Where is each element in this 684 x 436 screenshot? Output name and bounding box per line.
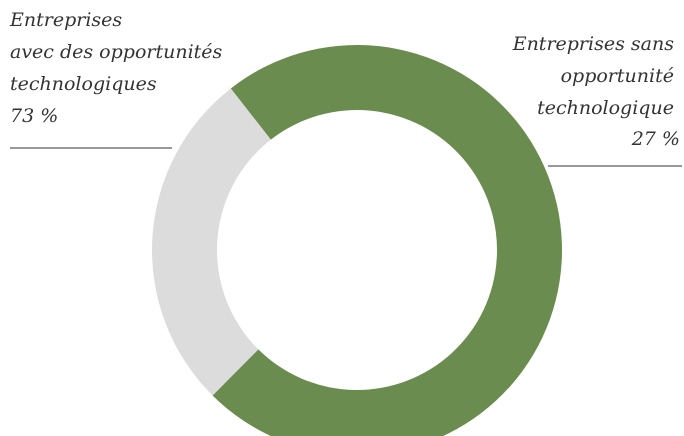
label-with-opportunities-line-1: Entreprises xyxy=(9,9,122,31)
label-without-opportunity-line-1: Entreprises sans xyxy=(512,33,674,55)
label-with-opportunities: Entreprises avec des opportunités techno… xyxy=(9,9,228,127)
donut-slices xyxy=(151,45,562,436)
label-without-opportunity-value: 27 % xyxy=(631,128,680,150)
label-with-opportunities-line-2: avec des opportunités xyxy=(10,41,223,63)
donut-slice-without-opportunity xyxy=(151,88,271,396)
label-without-opportunity: Entreprises sans opportunité technologiq… xyxy=(512,33,680,150)
label-with-opportunities-value: 73 % xyxy=(10,105,58,127)
label-leader-lines xyxy=(10,147,682,167)
donut-slice-with-opportunities xyxy=(212,45,562,436)
label-without-opportunity-line-2: opportunité xyxy=(561,65,674,87)
label-without-opportunity-line-3: technologique xyxy=(537,97,674,119)
label-with-opportunities-line-3: technologiques xyxy=(10,73,157,95)
